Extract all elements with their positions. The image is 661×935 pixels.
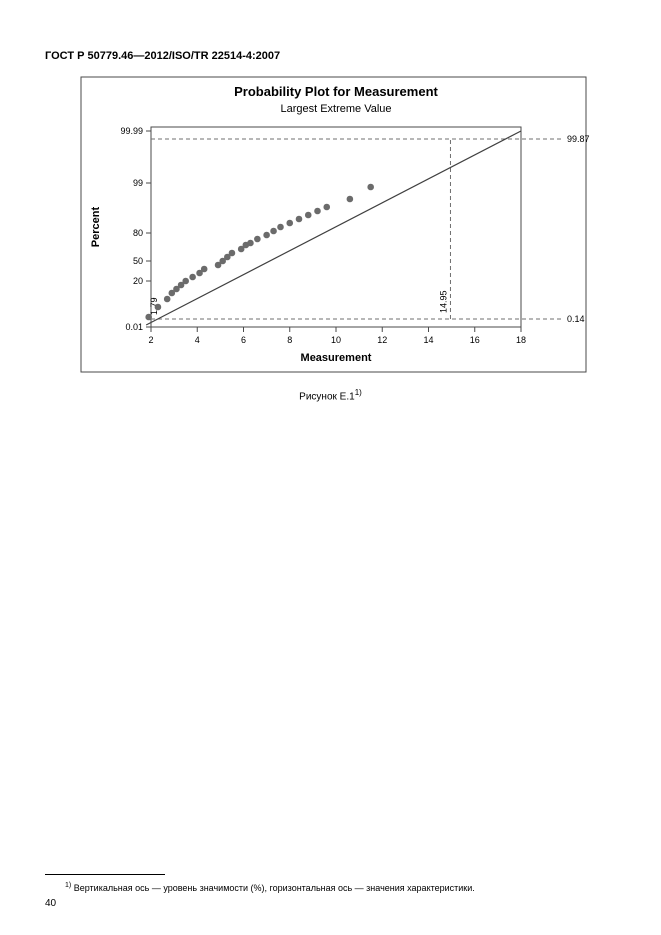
svg-text:2: 2 [148,335,153,345]
footnote-rule [45,874,165,875]
doc-header: ГОСТ Р 50779.46—2012/ISO/TR 22514-4:2007 [45,50,616,62]
svg-text:99.99: 99.99 [120,126,143,136]
svg-text:12: 12 [377,335,387,345]
figure-caption: Рисунок E.11) [45,388,616,402]
footnote-text: Вертикальная ось — уровень значимости (%… [71,883,475,893]
svg-text:50: 50 [132,256,142,266]
svg-text:Measurement: Measurement [300,352,371,364]
svg-text:14.95: 14.95 [438,290,448,313]
caption-text: Рисунок E.1 [299,391,355,402]
svg-text:8: 8 [287,335,292,345]
svg-text:18: 18 [515,335,525,345]
svg-text:99: 99 [132,178,142,188]
svg-text:20: 20 [132,276,142,286]
caption-sup: 1) [355,388,362,397]
svg-text:Probability Plot for Measureme: Probability Plot for Measurement [234,84,438,99]
page: ГОСТ Р 50779.46—2012/ISO/TR 22514-4:2007… [0,0,661,935]
footnote: 1) Вертикальная ось — уровень значимости… [65,882,475,893]
svg-text:99.87: 99.87 [567,134,590,144]
chart-svg: Probability Plot for Measurement Largest … [61,72,601,382]
svg-text:Largest Extreme Value: Largest Extreme Value [280,103,391,115]
svg-text:0.01: 0.01 [125,322,143,332]
svg-text:14: 14 [423,335,433,345]
svg-text:10: 10 [330,335,340,345]
page-number: 40 [45,898,56,909]
svg-text:80: 80 [132,228,142,238]
svg-text:Percent: Percent [90,206,102,247]
svg-text:4: 4 [194,335,199,345]
svg-text:0.14: 0.14 [567,314,585,324]
probability-chart: Probability Plot for Measurement Largest … [61,72,601,382]
svg-text:16: 16 [469,335,479,345]
svg-text:6: 6 [240,335,245,345]
